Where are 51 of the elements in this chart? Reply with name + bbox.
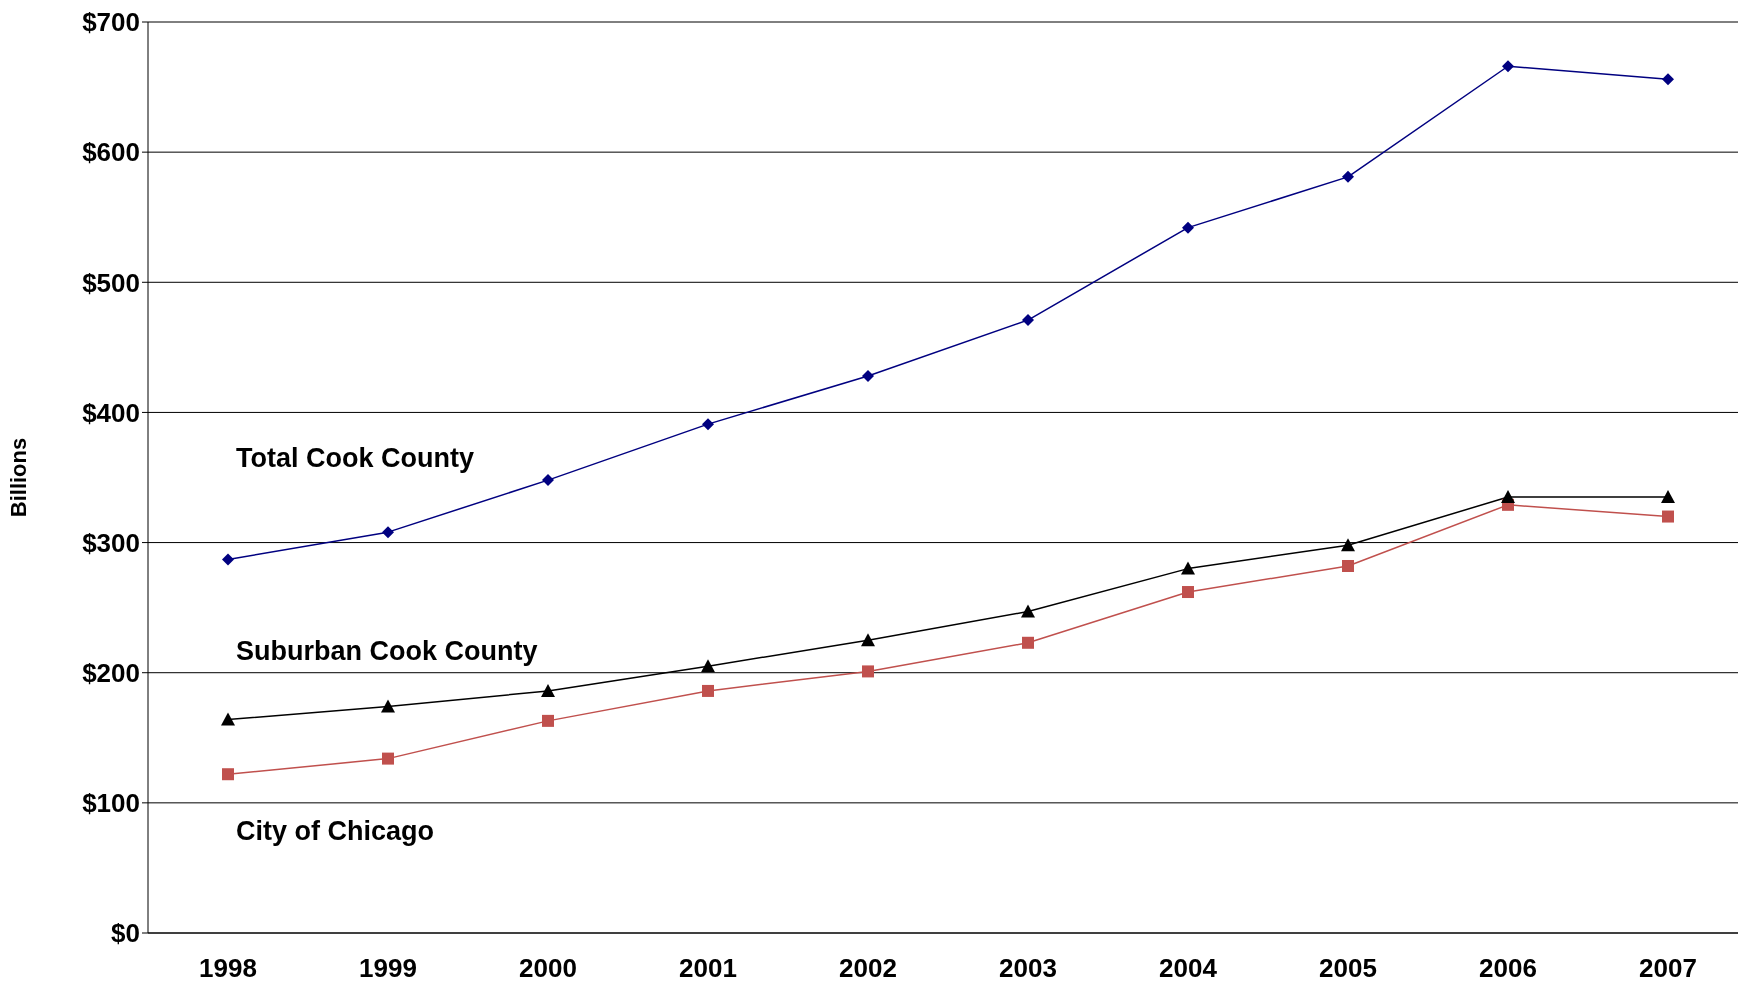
x-tick-label: 2005 [1319, 953, 1377, 984]
y-tick-label: $500 [82, 267, 140, 298]
point [862, 369, 874, 382]
x-tick-label: 2000 [519, 953, 577, 984]
y-axis-title: Billions [5, 437, 31, 518]
point [862, 665, 874, 678]
point [861, 633, 875, 647]
point [1501, 490, 1515, 504]
x-tick-label: 2001 [679, 953, 737, 984]
point [542, 474, 554, 487]
y-tick-label: $400 [82, 397, 140, 428]
y-tick-label: $700 [82, 7, 140, 38]
point [1341, 538, 1355, 552]
point [702, 684, 714, 697]
point [382, 526, 394, 539]
point [701, 659, 715, 673]
x-tick-label: 1998 [199, 953, 257, 984]
series-label: Suburban Cook County [236, 635, 538, 666]
series-label: Total Cook County [236, 443, 474, 474]
point [1182, 586, 1194, 599]
point [382, 752, 394, 765]
point [1662, 73, 1674, 86]
y-tick-label: $200 [82, 657, 140, 688]
point [1021, 604, 1035, 618]
point [541, 683, 555, 697]
x-tick-label: 2007 [1639, 953, 1697, 984]
point [222, 553, 234, 566]
point [1181, 561, 1195, 575]
x-tick-label: 2006 [1479, 953, 1537, 984]
point [1342, 560, 1354, 572]
point [1662, 510, 1674, 523]
y-tick-label: $100 [82, 788, 140, 819]
point [1342, 170, 1354, 183]
point [1022, 636, 1034, 649]
point [1022, 314, 1034, 327]
point [1182, 221, 1194, 234]
x-tick-label: 2002 [839, 953, 897, 984]
x-tick-label: 2004 [1159, 953, 1218, 984]
x-tick-label: 2003 [999, 953, 1057, 984]
point [381, 699, 395, 713]
point [222, 768, 234, 781]
point [221, 712, 235, 726]
y-tick-label: $600 [82, 137, 140, 168]
point [1661, 490, 1675, 504]
x-tick-label: 1999 [359, 953, 417, 984]
y-tick-label: $0 [111, 918, 140, 949]
point [542, 714, 554, 727]
point [1502, 60, 1514, 73]
y-tick-label: $300 [82, 527, 140, 558]
series-label: City of Chicago [236, 816, 435, 847]
point [702, 418, 714, 431]
